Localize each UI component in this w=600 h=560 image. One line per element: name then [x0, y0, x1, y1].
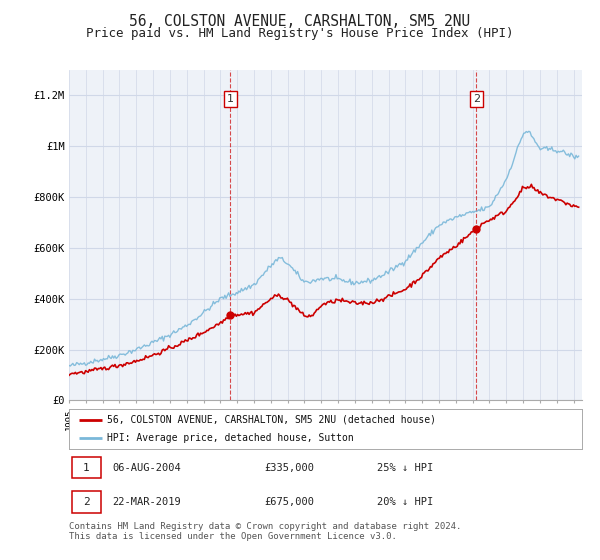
Text: 1: 1	[227, 94, 234, 104]
Text: 56, COLSTON AVENUE, CARSHALTON, SM5 2NU: 56, COLSTON AVENUE, CARSHALTON, SM5 2NU	[130, 14, 470, 29]
Text: 2: 2	[473, 94, 480, 104]
Text: 06-AUG-2004: 06-AUG-2004	[113, 463, 181, 473]
Text: Contains HM Land Registry data © Crown copyright and database right 2024.
This d: Contains HM Land Registry data © Crown c…	[69, 522, 461, 542]
FancyBboxPatch shape	[71, 491, 101, 512]
Text: 2: 2	[83, 497, 90, 507]
FancyBboxPatch shape	[71, 457, 101, 478]
Text: 25% ↓ HPI: 25% ↓ HPI	[377, 463, 433, 473]
Text: 22-MAR-2019: 22-MAR-2019	[113, 497, 181, 507]
Text: 20% ↓ HPI: 20% ↓ HPI	[377, 497, 433, 507]
Text: 56, COLSTON AVENUE, CARSHALTON, SM5 2NU (detached house): 56, COLSTON AVENUE, CARSHALTON, SM5 2NU …	[107, 415, 436, 424]
Text: 1: 1	[83, 463, 90, 473]
Text: HPI: Average price, detached house, Sutton: HPI: Average price, detached house, Sutt…	[107, 433, 354, 443]
Text: £675,000: £675,000	[264, 497, 314, 507]
Text: £335,000: £335,000	[264, 463, 314, 473]
Text: Price paid vs. HM Land Registry's House Price Index (HPI): Price paid vs. HM Land Registry's House …	[86, 27, 514, 40]
